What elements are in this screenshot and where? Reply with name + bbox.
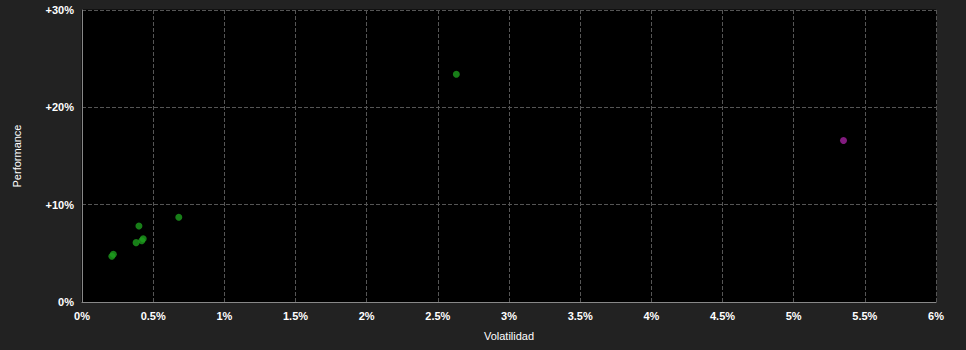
svg-text:+30%: +30% <box>46 4 75 16</box>
svg-text:5.5%: 5.5% <box>852 310 877 322</box>
svg-text:2%: 2% <box>359 310 375 322</box>
svg-text:+20%: +20% <box>46 101 75 113</box>
svg-text:0%: 0% <box>58 296 74 308</box>
svg-text:4.5%: 4.5% <box>710 310 735 322</box>
svg-text:Performance: Performance <box>11 125 23 188</box>
svg-text:2.5%: 2.5% <box>425 310 450 322</box>
svg-text:4%: 4% <box>643 310 659 322</box>
svg-text:1%: 1% <box>216 310 232 322</box>
svg-text:Volatilidad: Volatilidad <box>484 330 534 342</box>
svg-text:1.5%: 1.5% <box>283 310 308 322</box>
svg-text:0%: 0% <box>74 310 90 322</box>
svg-text:3.5%: 3.5% <box>568 310 593 322</box>
svg-text:3%: 3% <box>501 310 517 322</box>
svg-text:6%: 6% <box>928 310 944 322</box>
svg-text:0.5%: 0.5% <box>141 310 166 322</box>
svg-text:5%: 5% <box>786 310 802 322</box>
svg-text:+10%: +10% <box>46 199 75 211</box>
